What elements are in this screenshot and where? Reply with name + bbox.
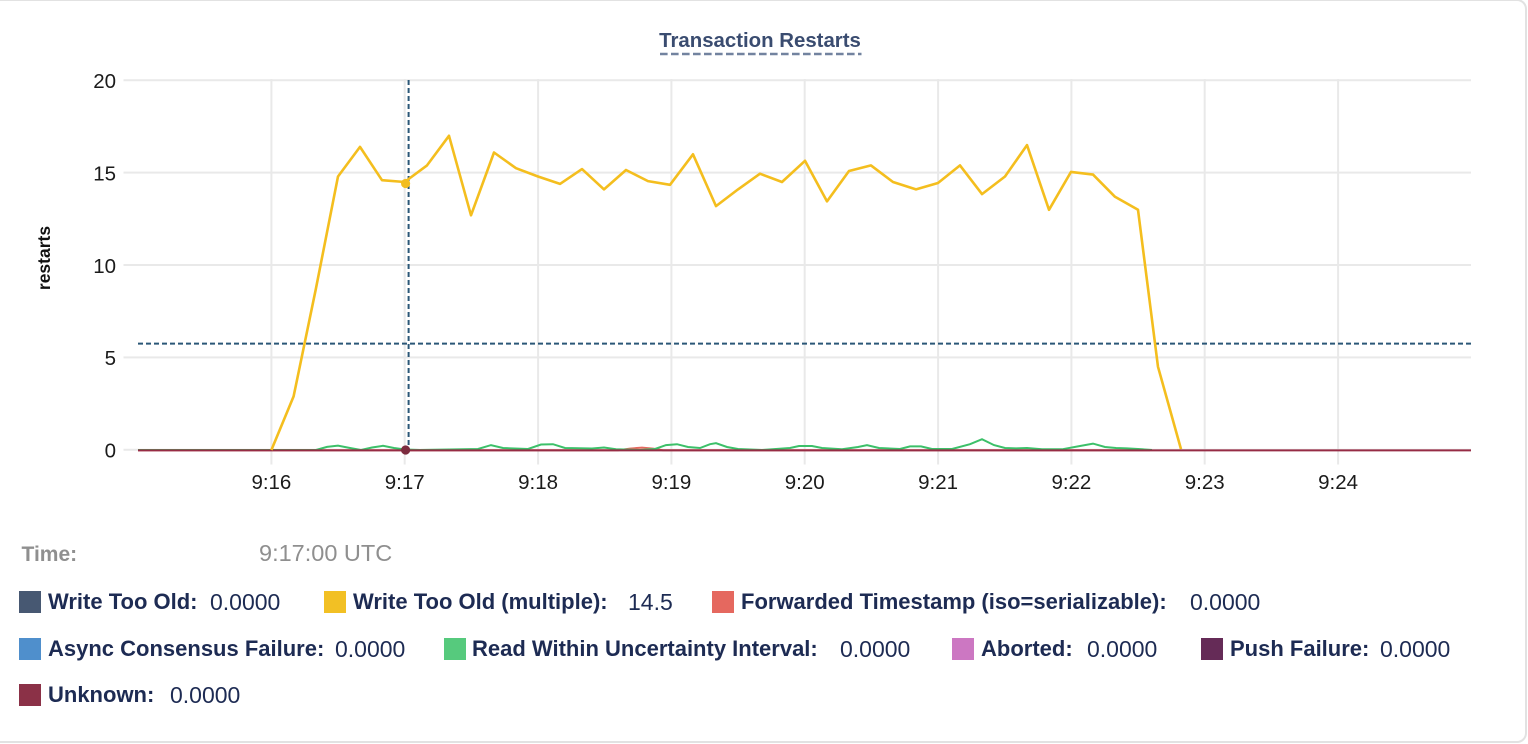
svg-text:9:20: 9:20	[785, 471, 825, 494]
svg-text:9:23: 9:23	[1185, 471, 1225, 494]
svg-text:restarts: restarts	[34, 226, 54, 290]
svg-text:0: 0	[105, 440, 116, 463]
svg-text:9:17: 9:17	[385, 471, 425, 494]
svg-text:5: 5	[105, 347, 116, 370]
svg-text:20: 20	[93, 70, 116, 93]
svg-text:10: 10	[93, 255, 116, 278]
svg-text:9:22: 9:22	[1051, 471, 1091, 494]
svg-text:9:18: 9:18	[518, 471, 558, 494]
svg-text:9:19: 9:19	[651, 471, 691, 494]
svg-text:9:16: 9:16	[251, 471, 291, 494]
svg-text:9:24: 9:24	[1318, 471, 1358, 494]
svg-text:Transaction Restarts: Transaction Restarts	[659, 30, 861, 52]
svg-text:9:21: 9:21	[918, 471, 958, 494]
svg-text:15: 15	[93, 162, 116, 185]
